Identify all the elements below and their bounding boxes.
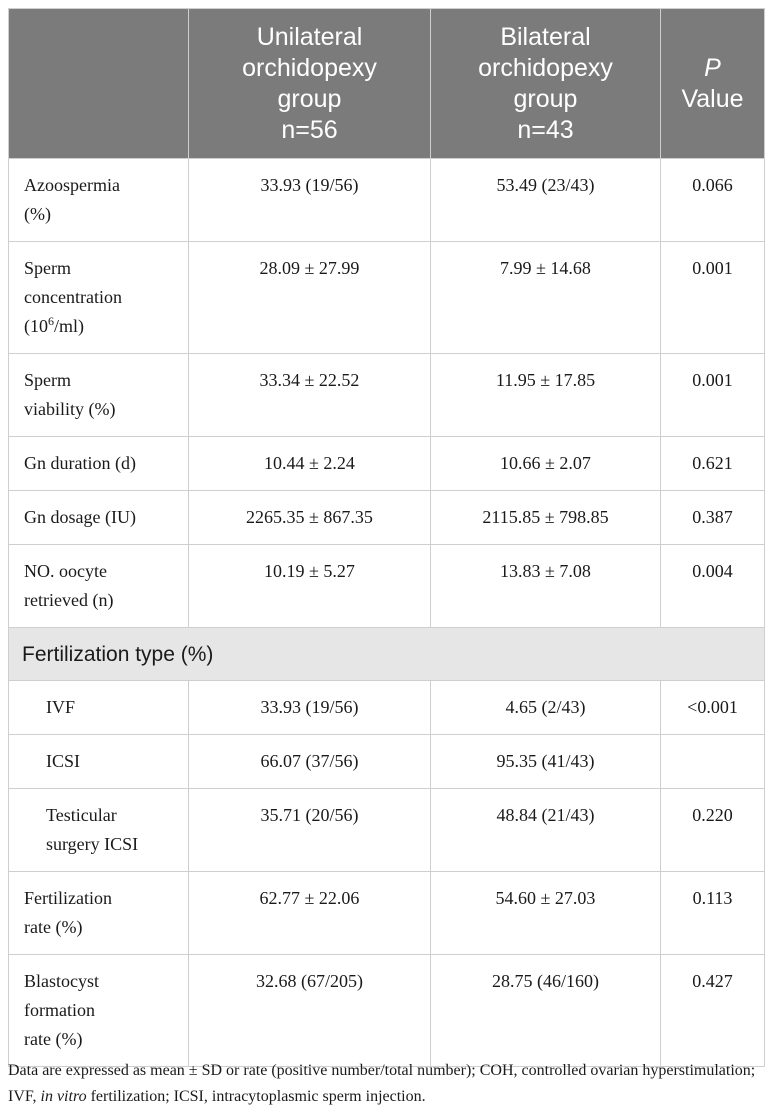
- row-label: Gn duration (d): [8, 436, 189, 491]
- table-row-icsi: ICSI 66.07 (37/56) 95.35 (41/43): [8, 734, 765, 789]
- cell-p-value: 0.220: [660, 788, 765, 872]
- header-row: Unilateral orchidopexy group n=56 Bilate…: [8, 8, 765, 159]
- table-row-oocyte-retrieved: NO. oocyte retrieved (n) 10.19 ± 5.27 13.…: [8, 544, 765, 628]
- row-label: Azoospermia (%): [8, 158, 189, 242]
- row-label: Fertilization rate (%): [8, 871, 189, 955]
- cell-bilateral: 53.49 (23/43): [430, 158, 661, 242]
- cell-bilateral: 13.83 ± 7.08: [430, 544, 661, 628]
- table-row-blastocyst-formation-rate: Blastocyst formation rate (%) 32.68 (67/20…: [8, 954, 765, 1067]
- row-label: Gn dosage (IU): [8, 490, 189, 545]
- table-row-sperm-concentration: Sperm concentration (106/ml) 28.09 ± 27.99…: [8, 241, 765, 354]
- table-row-gn-duration: Gn duration (d) 10.44 ± 2.24 10.66 ± 2.0…: [8, 436, 765, 491]
- table-row-fertilization-rate: Fertilization rate (%) 62.77 ± 22.06 54.6…: [8, 871, 765, 955]
- cell-bilateral: 4.65 (2/43): [430, 680, 661, 735]
- table-row-testicular-surgery-icsi: Testicular surgery ICSI 35.71 (20/56) 48.…: [8, 788, 765, 872]
- cell-bilateral: 54.60 ± 27.03: [430, 871, 661, 955]
- cell-unilateral: 2265.35 ± 867.35: [188, 490, 431, 545]
- cell-p-value: 0.001: [660, 241, 765, 354]
- cell-p-value: 0.387: [660, 490, 765, 545]
- cell-p-value: 0.001: [660, 353, 765, 437]
- table-row-sperm-viability: Sperm viability (%) 33.34 ± 22.52 11.95 ±…: [8, 353, 765, 437]
- results-table: Unilateral orchidopexy group n=56 Bilate…: [8, 8, 765, 1067]
- cell-p-value: <0.001: [660, 680, 765, 735]
- header-unilateral: Unilateral orchidopexy group n=56: [188, 8, 431, 159]
- cell-bilateral: 95.35 (41/43): [430, 734, 661, 789]
- cell-unilateral: 62.77 ± 22.06: [188, 871, 431, 955]
- cell-p-value: 0.113: [660, 871, 765, 955]
- cell-unilateral: 66.07 (37/56): [188, 734, 431, 789]
- cell-unilateral: 33.93 (19/56): [188, 158, 431, 242]
- table-row-gn-dosage: Gn dosage (IU) 2265.35 ± 867.35 2115.85 …: [8, 490, 765, 545]
- section-heading: Fertilization type (%): [8, 627, 765, 681]
- row-label: NO. oocyte retrieved (n): [8, 544, 189, 628]
- cell-unilateral: 33.34 ± 22.52: [188, 353, 431, 437]
- cell-p-value: 0.427: [660, 954, 765, 1067]
- header-empty-cell: [8, 8, 189, 159]
- cell-unilateral: 10.44 ± 2.24: [188, 436, 431, 491]
- cell-unilateral: 10.19 ± 5.27: [188, 544, 431, 628]
- cell-bilateral: 2115.85 ± 798.85: [430, 490, 661, 545]
- row-label: Blastocyst formation rate (%): [8, 954, 189, 1067]
- table-row-azoospermia: Azoospermia (%) 33.93 (19/56) 53.49 (23/4…: [8, 158, 765, 242]
- cell-p-value: 0.066: [660, 158, 765, 242]
- cell-bilateral: 28.75 (46/160): [430, 954, 661, 1067]
- cell-unilateral: 32.68 (67/205): [188, 954, 431, 1067]
- section-row-fertilization-type: Fertilization type (%): [8, 627, 765, 681]
- table-footnote: Data are expressed as mean ± SD or rate …: [8, 1062, 756, 1105]
- row-label: Sperm concentration (106/ml): [8, 241, 189, 354]
- row-label: IVF: [8, 680, 189, 735]
- cell-p-value: 0.004: [660, 544, 765, 628]
- cell-unilateral: 35.71 (20/56): [188, 788, 431, 872]
- cell-bilateral: 11.95 ± 17.85: [430, 353, 661, 437]
- cell-unilateral: 33.93 (19/56): [188, 680, 431, 735]
- cell-bilateral: 10.66 ± 2.07: [430, 436, 661, 491]
- cell-bilateral: 7.99 ± 14.68: [430, 241, 661, 354]
- header-p-value: P Value: [660, 8, 765, 159]
- row-label: Sperm viability (%): [8, 353, 189, 437]
- header-bilateral: Bilateral orchidopexy group n=43: [430, 8, 661, 159]
- table-row-ivf: IVF 33.93 (19/56) 4.65 (2/43) <0.001: [8, 680, 765, 735]
- cell-bilateral: 48.84 (21/43): [430, 788, 661, 872]
- cell-unilateral: 28.09 ± 27.99: [188, 241, 431, 354]
- row-label: ICSI: [8, 734, 189, 789]
- cell-p-value: [660, 734, 765, 789]
- cell-p-value: 0.621: [660, 436, 765, 491]
- row-label: Testicular surgery ICSI: [8, 788, 189, 872]
